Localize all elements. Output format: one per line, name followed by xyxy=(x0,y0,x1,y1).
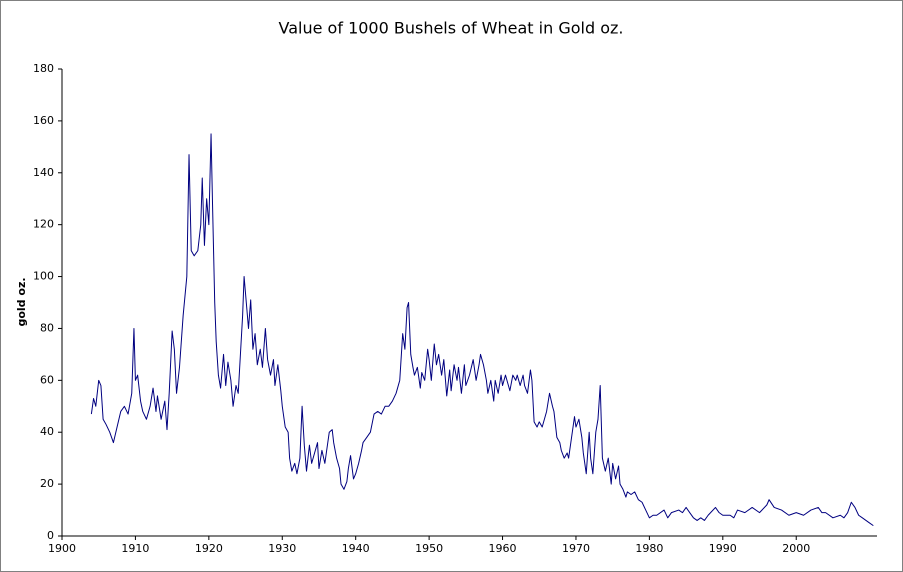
y-tick-label: 20 xyxy=(40,477,54,490)
x-tick-label: 1970 xyxy=(562,542,590,555)
y-tick-label: 180 xyxy=(33,62,54,75)
x-tick-label: 1950 xyxy=(415,542,443,555)
x-tick-label: 1910 xyxy=(121,542,149,555)
x-tick-label: 1990 xyxy=(709,542,737,555)
x-tick-label: 1960 xyxy=(489,542,517,555)
y-tick-label: 100 xyxy=(33,270,54,283)
y-tick-label: 120 xyxy=(33,218,54,231)
y-axis-label: gold oz. xyxy=(15,277,28,326)
y-tick-label: 80 xyxy=(40,321,54,334)
x-tick-label: 1940 xyxy=(342,542,370,555)
y-tick-label: 0 xyxy=(47,529,54,542)
chart-title: Value of 1000 Bushels of Wheat in Gold o… xyxy=(279,19,624,38)
x-tick-label: 1920 xyxy=(195,542,223,555)
y-tick-label: 60 xyxy=(40,373,54,386)
data-line xyxy=(90,133,874,527)
y-tick-label: 140 xyxy=(33,166,54,179)
x-tick-label: 1930 xyxy=(268,542,296,555)
y-tick-label: 160 xyxy=(33,114,54,127)
x-tick-label: 1980 xyxy=(635,542,663,555)
y-tick-label: 40 xyxy=(40,425,54,438)
x-tick-label: 1900 xyxy=(48,542,76,555)
x-tick-label: 2000 xyxy=(782,542,810,555)
